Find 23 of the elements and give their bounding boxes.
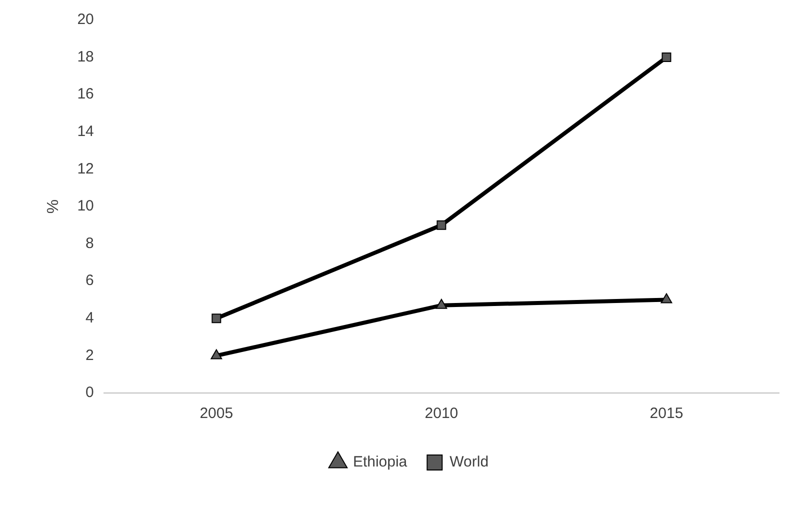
point [662,52,672,62]
y-tick-label: 10 [77,198,94,215]
y-tick-label: 6 [86,272,94,290]
y-tick-label: 12 [77,160,94,178]
y-tick-label: 2 [86,346,94,364]
y-tick-label: 4 [86,310,94,327]
y-tick-label: 0 [86,384,94,402]
x-tick-label: 2005 [200,405,234,422]
point [436,298,448,309]
y-tick-label: 16 [77,86,94,103]
x-tick-label: 2010 [424,405,458,422]
x-tick-label: 2015 [650,405,684,422]
y-tick-label: 18 [77,48,94,66]
y-tick-label: 20 [77,11,94,28]
y-tick-label: 8 [86,234,94,252]
legend-label: Ethiopia [352,454,408,471]
y-tick-label: 14 [77,123,94,140]
point [660,293,672,304]
point [210,349,222,360]
y-axis-title: % [45,199,62,214]
point [212,314,222,324]
legend-label: World [450,454,489,471]
point [436,220,446,230]
